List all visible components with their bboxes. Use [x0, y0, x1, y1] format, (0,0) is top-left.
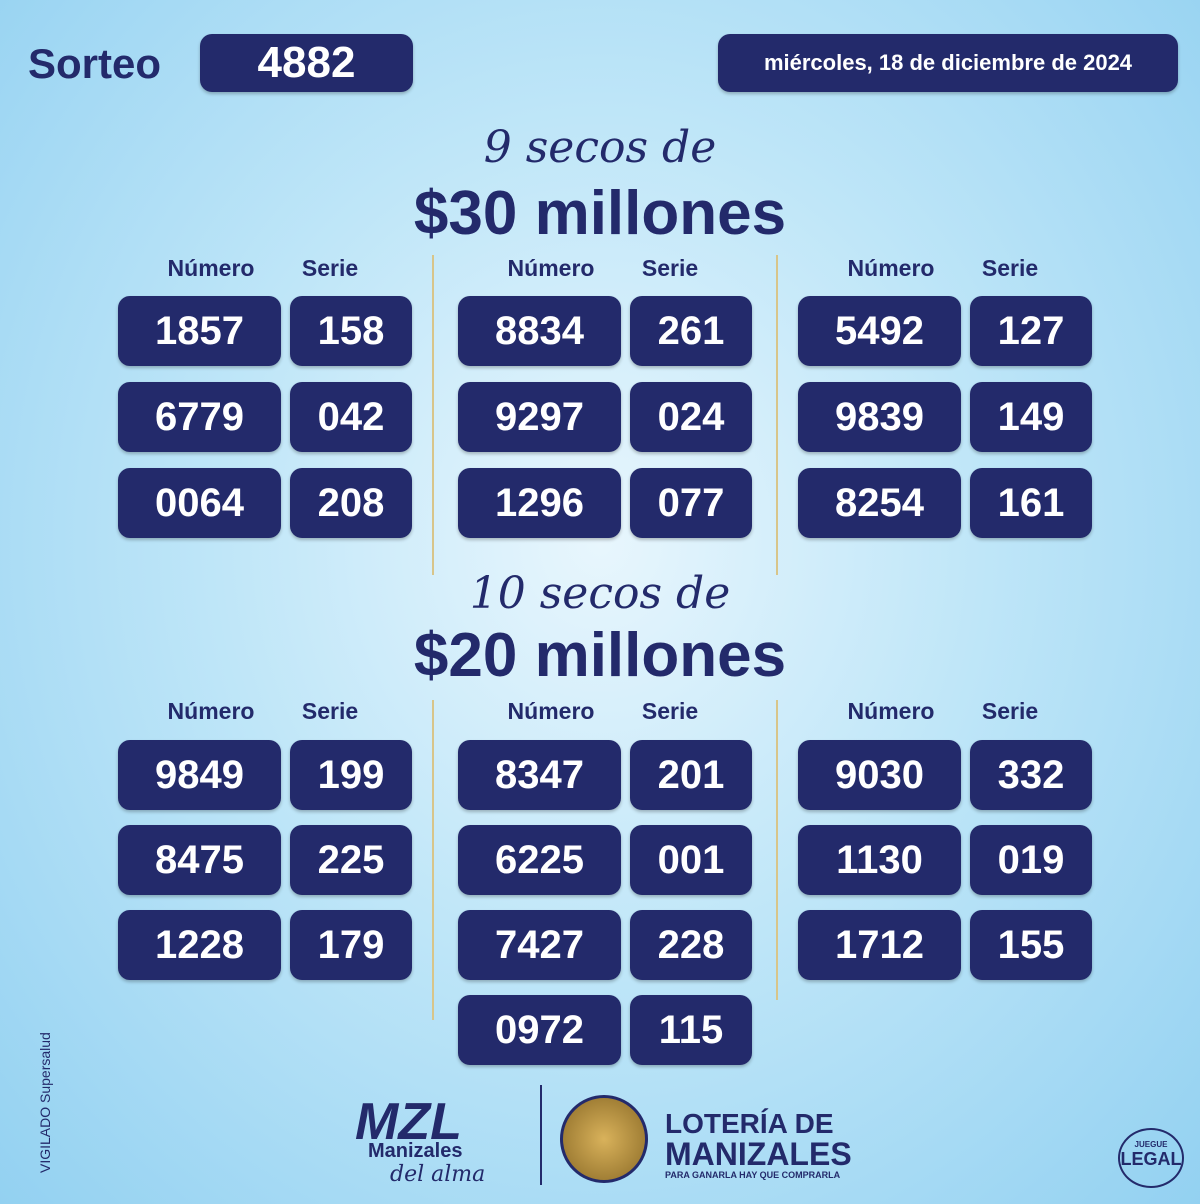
- brand-city: Manizales: [368, 1140, 463, 1162]
- series-header: Serie: [981, 255, 1039, 281]
- brand-tagline: del alma: [390, 1162, 486, 1187]
- ticket-series: 019: [970, 825, 1092, 895]
- legal-badge: JUEGUE LEGAL: [1118, 1128, 1184, 1188]
- number-header: Número: [847, 698, 935, 724]
- divider: [776, 255, 778, 575]
- lottery-slogan: PARA GANARLA HAY QUE COMPRARLA: [665, 1170, 841, 1180]
- series-header: Serie: [301, 698, 359, 724]
- series-header: Serie: [981, 698, 1039, 724]
- ticket-series: 158: [290, 296, 412, 366]
- divider: [432, 700, 434, 1020]
- ticket-series: 179: [290, 910, 412, 980]
- ticket-number: 7427: [458, 910, 621, 980]
- ticket-series: 024: [630, 382, 752, 452]
- draw-date: miércoles, 18 de diciembre de 2024: [718, 34, 1178, 92]
- ticket-number: 9849: [118, 740, 281, 810]
- ticket-series: 115: [630, 995, 752, 1065]
- ticket-series: 149: [970, 382, 1092, 452]
- badge-main: LEGAL: [1120, 1149, 1182, 1169]
- divider: [432, 255, 434, 575]
- ticket-number: 5492: [798, 296, 961, 366]
- ticket-number: 8475: [118, 825, 281, 895]
- ticket-number: 8347: [458, 740, 621, 810]
- number-header: Número: [167, 255, 255, 281]
- ticket-number: 0972: [458, 995, 621, 1065]
- ticket-series: 332: [970, 740, 1092, 810]
- ticket-series: 077: [630, 468, 752, 538]
- ticket-number: 1130: [798, 825, 961, 895]
- ticket-series: 228: [630, 910, 752, 980]
- section-prize: $20 millones: [413, 621, 787, 690]
- ticket-number: 6779: [118, 382, 281, 452]
- ticket-number: 1296: [458, 468, 621, 538]
- section-prize: $30 millones: [413, 179, 787, 248]
- number-header: Número: [167, 698, 255, 724]
- ticket-number: 0064: [118, 468, 281, 538]
- divider: [776, 700, 778, 1000]
- number-header: Número: [847, 255, 935, 281]
- lottery-seal: [560, 1095, 648, 1183]
- ticket-number: 9297: [458, 382, 621, 452]
- ticket-series: 261: [630, 296, 752, 366]
- section-lead: 9 secos de: [483, 122, 717, 173]
- draw-label: Sorteo: [28, 40, 162, 87]
- ticket-number: 9839: [798, 382, 961, 452]
- ticket-number: 1712: [798, 910, 961, 980]
- ticket-series: 155: [970, 910, 1092, 980]
- ticket-series: 127: [970, 296, 1092, 366]
- ticket-series: 001: [630, 825, 752, 895]
- badge-top: JUEGUE: [1134, 1140, 1168, 1149]
- ticket-series: 161: [970, 468, 1092, 538]
- series-header: Serie: [301, 255, 359, 281]
- ticket-series: 225: [290, 825, 412, 895]
- brand-logo: MZL: [355, 1093, 462, 1151]
- ticket-series: 042: [290, 382, 412, 452]
- ticket-number: 8254: [798, 468, 961, 538]
- lottery-name-1: LOTERÍA DE: [665, 1108, 834, 1139]
- lottery-name-2: MANIZALES: [665, 1136, 852, 1172]
- number-header: Número: [507, 255, 595, 281]
- ticket-number: 1228: [118, 910, 281, 980]
- logo-separator: [540, 1085, 542, 1185]
- ticket-number: 9030: [798, 740, 961, 810]
- series-header: Serie: [641, 698, 699, 724]
- draw-number: 4882: [200, 34, 413, 92]
- series-header: Serie: [641, 255, 699, 281]
- ticket-series: 208: [290, 468, 412, 538]
- ticket-number: 1857: [118, 296, 281, 366]
- regulator: VIGILADO Supersalud: [37, 1032, 53, 1173]
- ticket-series: 201: [630, 740, 752, 810]
- ticket-number: 6225: [458, 825, 621, 895]
- ticket-number: 8834: [458, 296, 621, 366]
- ticket-series: 199: [290, 740, 412, 810]
- number-header: Número: [507, 698, 595, 724]
- section-lead: 10 secos de: [469, 568, 731, 619]
